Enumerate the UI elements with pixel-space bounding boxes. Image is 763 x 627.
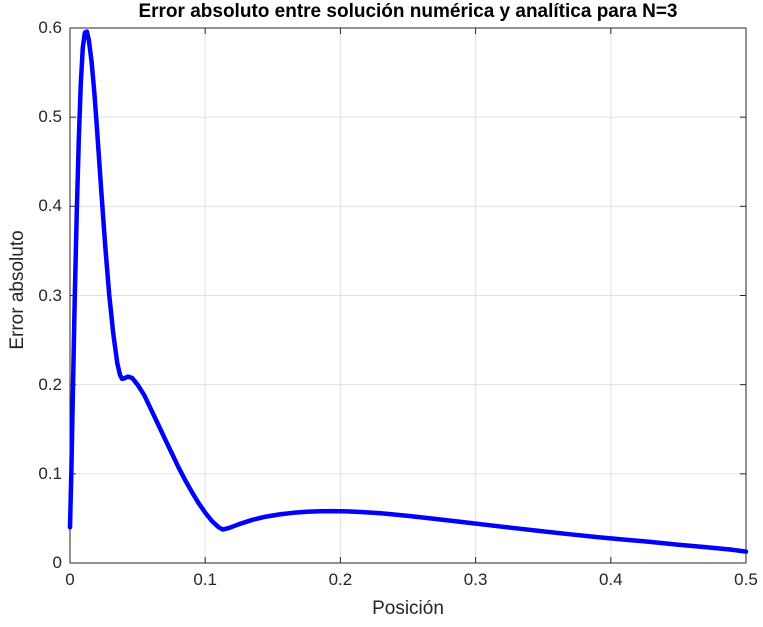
error-curve <box>67 29 749 554</box>
x-tick-label: 0.1 <box>193 570 217 589</box>
chart-title: Error absoluto entre solución numérica y… <box>138 1 678 22</box>
y-tick-label: 0.6 <box>38 18 62 37</box>
y-tick-label: 0.4 <box>38 196 62 216</box>
x-tick-label: 0.3 <box>463 570 488 589</box>
x-tick-label: 0 <box>65 570 75 589</box>
x-tick-label: 0.2 <box>328 570 353 589</box>
y-tick-label: 0.1 <box>38 463 62 483</box>
y-tick-label: 0.2 <box>38 374 62 394</box>
x-tick-label: 0.4 <box>598 570 623 589</box>
y-tick-label: 0.5 <box>38 107 62 127</box>
gridlines <box>70 28 746 563</box>
y-axis-label: Error absoluto <box>7 230 28 350</box>
x-tick-label: 0.5 <box>734 570 758 589</box>
x-axis-label: Posición <box>372 598 444 619</box>
y-tick-label: 0.3 <box>38 285 62 305</box>
y-tick-label: 0 <box>52 553 62 572</box>
